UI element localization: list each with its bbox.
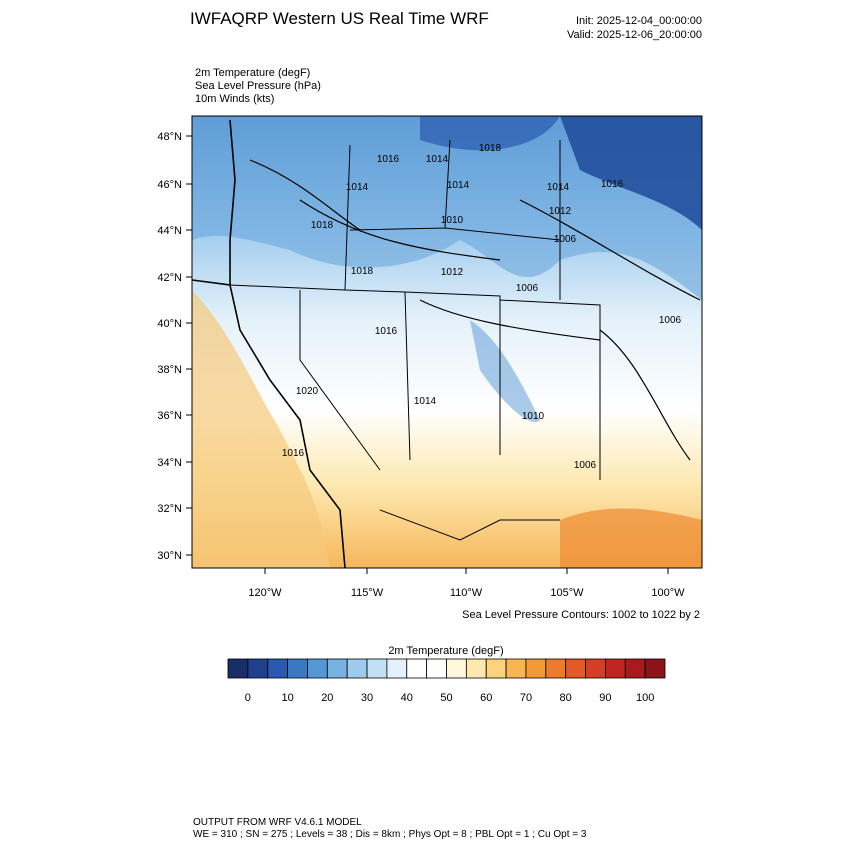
contour-label: 1014 — [426, 154, 449, 165]
colorbar-box — [605, 658, 626, 679]
contour-label: 1010 — [522, 411, 545, 422]
colorbar-box — [346, 658, 368, 679]
init: Init: 2025-12-04_00:00:00 — [576, 15, 702, 27]
map-frame — [191, 115, 703, 569]
lat-label: 44°N — [157, 225, 182, 237]
contour-label: 1006 — [554, 234, 577, 245]
contour-label: 1016 — [282, 448, 305, 459]
colorbar-box — [287, 658, 308, 679]
colorbar-title: 2m Temperature (degF) — [388, 645, 503, 657]
contour-label: 1014 — [447, 180, 470, 191]
lat-label: 34°N — [157, 457, 182, 469]
colorbar-label: 20 — [321, 692, 333, 704]
colorbar-label: 80 — [560, 692, 572, 704]
valid: Valid: 2025-12-06_20:00:00 — [567, 29, 702, 41]
lat-label: 48°N — [157, 131, 182, 143]
lat-label: 36°N — [157, 410, 182, 422]
field-label: 2m Temperature (degF) — [195, 67, 310, 79]
colorbar-box — [525, 658, 547, 679]
contour-label: 1010 — [441, 215, 464, 226]
colorbar-box — [426, 658, 447, 679]
colorbar-box — [485, 658, 507, 679]
colorbar-box — [366, 658, 388, 679]
colorbar-label: 90 — [599, 692, 611, 704]
contour-label: 1018 — [351, 266, 374, 277]
colorbar-label: 10 — [281, 692, 293, 704]
contour-label: 1014 — [547, 182, 570, 193]
colorbar-label: 60 — [480, 692, 492, 704]
colorbar-box — [307, 658, 328, 679]
footer-line: WE = 310 ; SN = 275 ; Levels = 38 ; Dis … — [193, 829, 587, 840]
colorbar-label: 100 — [636, 692, 654, 704]
contour-label: 1018 — [479, 143, 502, 154]
map-field: 1016 1014 1018 1014 1014 1014 1016 1018 1010 1012… — [192, 116, 702, 568]
colorbar-box — [227, 658, 249, 679]
lat-label: 32°N — [157, 503, 182, 515]
colorbar-box — [267, 658, 288, 679]
colorbar-box — [247, 658, 269, 679]
colorbar-box — [406, 658, 428, 679]
field-label: Sea Level Pressure (hPa) — [195, 80, 321, 92]
lon-label: 110°W — [450, 587, 483, 599]
lon-label: 120°W — [248, 587, 282, 599]
lat-label: 42°N — [157, 272, 182, 284]
colorbar-label: 0 — [245, 692, 251, 704]
lon-label: 100°W — [651, 587, 685, 599]
field-label: 10m Winds (kts) — [195, 93, 274, 105]
colorbar-box — [644, 658, 666, 679]
contour-label: 1014 — [346, 182, 369, 193]
lat-label: 40°N — [157, 318, 182, 330]
colorbar-label: 40 — [401, 692, 413, 704]
contour-label: 1006 — [659, 315, 682, 326]
lon-label: 105°W — [550, 587, 584, 599]
lon-label: 115°W — [351, 587, 384, 599]
contour-label: 1018 — [311, 220, 334, 231]
contour-label: 1016 — [601, 179, 624, 190]
contour-note: Sea Level Pressure Contours: 1002 to 102… — [462, 609, 700, 621]
colorbar-box — [386, 658, 408, 679]
colorbar-box — [446, 658, 467, 679]
contour-label: 1016 — [375, 326, 398, 337]
footer-line: OUTPUT FROM WRF V4.6.1 MODEL — [193, 817, 362, 828]
colorbar-box — [585, 658, 606, 679]
colorbar-box — [505, 658, 527, 679]
colorbar-box — [565, 658, 586, 679]
contour-label: 1012 — [549, 206, 572, 217]
contour-label: 1012 — [441, 267, 464, 278]
colorbar-box — [624, 658, 646, 679]
colorbar-box — [326, 658, 348, 679]
lat-label: 38°N — [157, 364, 182, 376]
lat-label: 46°N — [157, 179, 182, 191]
colorbar-label: 70 — [520, 692, 532, 704]
contour-label: 1020 — [296, 386, 319, 397]
colorbar-box — [465, 658, 487, 679]
colorbar-label: 30 — [361, 692, 373, 704]
colorbar-box — [545, 658, 567, 679]
colorbar-label: 50 — [440, 692, 452, 704]
contour-label: 1006 — [574, 460, 597, 471]
title: IWFAQRP Western US Real Time WRF — [190, 9, 489, 28]
contour-label: 1006 — [516, 283, 539, 294]
contour-label: 1014 — [414, 396, 437, 407]
lat-label: 30°N — [157, 550, 182, 562]
contour-label: 1016 — [377, 154, 400, 165]
